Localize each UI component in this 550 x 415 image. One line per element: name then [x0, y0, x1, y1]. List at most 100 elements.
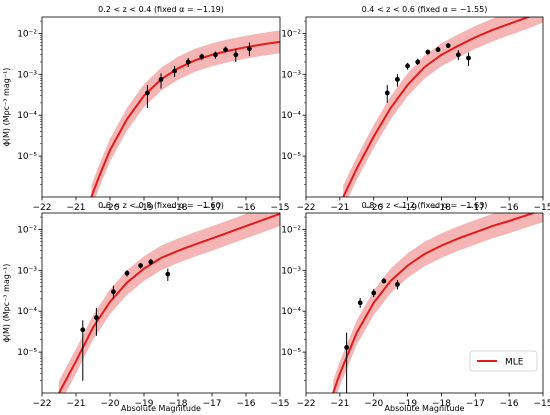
data-point	[158, 76, 164, 82]
x-tick-label: −21	[330, 203, 349, 213]
data-point	[111, 289, 116, 295]
data-point	[233, 52, 239, 58]
data-point	[199, 54, 205, 60]
y-tick-label: 10⁻³	[17, 70, 37, 80]
plot-area	[58, 213, 280, 393]
legend-box	[469, 350, 538, 372]
x-tick-label: −16	[500, 203, 519, 213]
mle-curve	[342, 17, 531, 197]
x-tick-label: −17	[466, 203, 485, 213]
x-tick-label: −18	[432, 203, 451, 213]
mle-uncertainty-band	[91, 30, 280, 197]
x-tick-label: −22	[33, 203, 52, 213]
panel-title: 0.6 < z < 0.8 (fixed α = −1.60)	[98, 201, 224, 210]
x-tick-label: −22	[297, 399, 316, 409]
data-point	[172, 68, 178, 74]
x-tick-label: −18	[169, 203, 188, 213]
mle-uncertainty-band	[333, 213, 543, 393]
data-point	[80, 327, 86, 333]
panel-title: 0.8 < z < 1.2 (fixed α = −1.63)	[362, 201, 488, 210]
x-tick-label: −15	[271, 203, 290, 213]
panel-2: −22 −21 −20 −19 −18 −17 −16 −15 10⁻⁵ 10⁻⁴ 10⁻³ 10⁻²…	[281, 5, 550, 213]
panel-title: 0.2 < z < 0.4 (fixed α = −1.19)	[98, 5, 224, 14]
data-point	[466, 55, 471, 61]
mle-curve	[90, 40, 280, 197]
x-tick-label: −19	[398, 203, 417, 213]
y-tick-label: 10⁻²	[17, 225, 37, 235]
x-tick-label: −19	[135, 203, 154, 213]
x-tick-label: −15	[534, 203, 550, 213]
data-point	[425, 49, 431, 55]
x-tick-label: −20	[101, 399, 120, 409]
data-point	[213, 52, 218, 58]
data-point	[344, 345, 350, 350]
panel-title: 0.4 < z < 0.6 (fixed α = −1.55)	[362, 5, 488, 14]
y-tick-label: 10⁻⁵	[17, 152, 37, 162]
x-axis-label: Absolute Magnitude	[121, 404, 201, 413]
data-point	[185, 59, 191, 65]
x-tick-label: −16	[237, 203, 256, 213]
y-tick-label: 10⁻⁵	[281, 152, 301, 162]
axes-frame	[41, 16, 281, 198]
y-tick-label: 10⁻³	[281, 70, 301, 80]
data-point	[247, 46, 252, 52]
axes-frame	[305, 212, 544, 394]
plot-area	[342, 17, 543, 197]
x-tick-label: −20	[364, 203, 383, 213]
x-tick-label: −17	[466, 399, 485, 409]
x-axis-label: Absolute Magnitude	[385, 404, 465, 413]
data-point	[445, 43, 451, 49]
legend: MLE	[469, 350, 538, 372]
y-tick-label: 10⁻⁵	[17, 348, 37, 358]
x-tick-label: −15	[271, 399, 290, 409]
y-tick-label: 10⁻⁵	[281, 348, 301, 358]
data-point	[415, 59, 421, 65]
y-tick-label: 10⁻²	[281, 29, 301, 39]
data-point	[165, 271, 171, 277]
data-point	[435, 47, 441, 53]
y-tick-label: 10⁻³	[281, 266, 301, 276]
x-tick-label: −21	[330, 399, 349, 409]
data-point	[384, 90, 390, 96]
mle-curve	[58, 213, 280, 393]
x-tick-label: −16	[500, 399, 519, 409]
x-tick-label: −19	[398, 399, 417, 409]
y-tick-label: 10⁻⁴	[17, 111, 37, 121]
data-point	[138, 263, 144, 269]
y-tick-label: 10⁻³	[17, 266, 37, 276]
mle-curve	[332, 213, 537, 393]
y-axis-label: ϕ(M) (Mpc⁻³ mag⁻¹)	[2, 264, 11, 343]
mle-uncertainty-band	[343, 17, 543, 197]
x-tick-label: −16	[237, 399, 256, 409]
y-tick-label: 10⁻⁴	[17, 307, 37, 317]
panel-4: −22 −21 −20 −19 −18 −17 −16 −15 10⁻⁵ 10⁻⁴ 10⁻³ 10⁻²…	[281, 201, 550, 413]
mle-uncertainty-band	[59, 213, 280, 393]
y-axis-label: ϕ(M) (Mpc⁻³ mag⁻¹)	[2, 68, 11, 147]
data-point	[395, 76, 400, 82]
data-point	[145, 90, 150, 96]
x-tick-label: −19	[135, 399, 154, 409]
panel-1: −22 −21 −20 −19 −18 −17 −16 −15 10⁻⁵ 10⁻⁴ 10⁻³ 10⁻²…	[2, 5, 290, 213]
x-tick-label: −18	[169, 399, 188, 409]
data-point	[357, 300, 363, 306]
x-tick-label: −22	[33, 399, 52, 409]
axes-frame	[305, 16, 544, 198]
x-tick-label: −21	[67, 399, 86, 409]
x-tick-label: −17	[203, 203, 222, 213]
data-point	[395, 282, 400, 287]
plot-area	[90, 30, 280, 197]
data-point	[148, 259, 154, 265]
data-point	[94, 315, 99, 320]
data-point	[371, 290, 377, 296]
x-tick-label: −20	[364, 399, 383, 409]
y-tick-label: 10⁻²	[281, 225, 301, 235]
y-tick-label: 10⁻²	[17, 29, 37, 39]
x-tick-label: −15	[534, 399, 550, 409]
data-point	[124, 270, 130, 276]
plot-area	[332, 213, 543, 393]
x-tick-label: −17	[203, 399, 222, 409]
y-tick-label: 10⁻⁴	[281, 307, 301, 317]
data-point	[223, 47, 229, 53]
legend-label: MLE	[505, 358, 524, 368]
